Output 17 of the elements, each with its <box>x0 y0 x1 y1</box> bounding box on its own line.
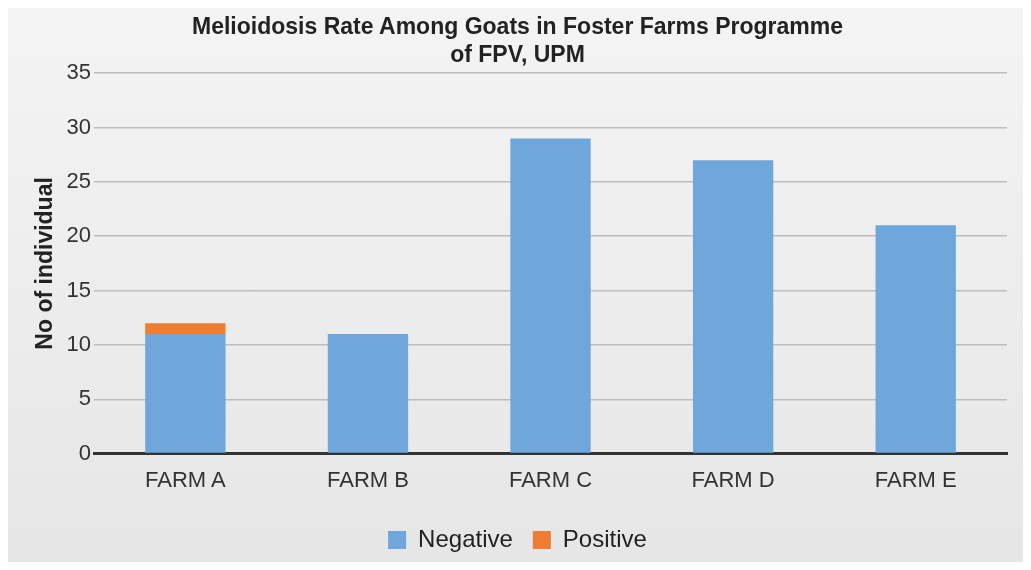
y-tick-label: 25 <box>66 167 92 193</box>
y-axis-title: No of individual <box>31 177 58 350</box>
x-tick-label: FARM D <box>691 466 775 492</box>
x-tick-label: FARM E <box>874 466 957 492</box>
y-tick-label: 20 <box>66 222 92 248</box>
y-tick-label: 35 <box>66 59 92 85</box>
legend-label: Negative <box>418 524 513 552</box>
y-tick-label: 10 <box>66 330 92 356</box>
chart-title: Melioidosis Rate Among Goats in Foster Farms Programme of FPV, UPM <box>192 13 843 67</box>
y-tick-label: 30 <box>66 113 92 139</box>
y-tick-label: 5 <box>78 385 92 411</box>
y-tick-label: 0 <box>78 439 92 465</box>
x-tick-label: FARM C <box>508 466 593 492</box>
y-tick-label: 15 <box>66 276 92 302</box>
x-tick-label: FARM B <box>327 466 409 492</box>
x-tick-label: FARM A <box>145 466 227 492</box>
legend-label: Positive <box>562 524 647 552</box>
